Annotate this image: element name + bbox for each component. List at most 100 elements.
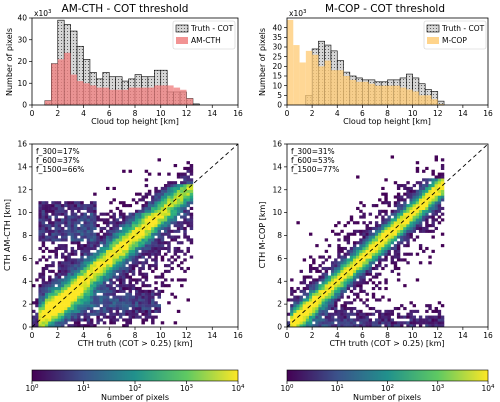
heat-cell: [318, 315, 322, 319]
x-tick-label: 2: [310, 331, 315, 340]
heat-cell: [157, 206, 161, 211]
heat-cell: [290, 292, 294, 296]
heat-cell: [131, 264, 136, 268]
heat-cell: [337, 298, 341, 302]
heat-cell: [434, 155, 438, 159]
heat-cell: [371, 286, 376, 291]
heat-cell: [349, 249, 354, 253]
heat-cell: [293, 298, 297, 302]
heat-cell: [368, 269, 373, 273]
heat-cell: [141, 229, 145, 233]
heat-cell: [99, 306, 104, 311]
heat-cell: [151, 198, 155, 202]
y-tick-label: 20: [272, 62, 282, 71]
heat-cell: [396, 229, 401, 233]
heat-cell: [115, 226, 120, 231]
heat-cell: [157, 221, 161, 225]
heat-cell: [93, 258, 97, 262]
heat-cell: [346, 249, 351, 253]
heat-cell: [406, 195, 410, 199]
heat-cell: [327, 281, 332, 285]
heat-cell: [409, 309, 413, 313]
heat-cell: [330, 284, 335, 288]
heat-cell: [400, 224, 404, 228]
heat-cell: [163, 252, 168, 256]
colorbar-left: 100 101 102 103 104 Number of pixels: [25, 369, 245, 402]
heat-cell: [157, 275, 161, 279]
heat-cell: [157, 289, 161, 293]
heat-cell: [186, 224, 190, 228]
heat-cell: [41, 224, 46, 228]
colorbar-tick-exp: 1: [87, 384, 91, 390]
heat-cell: [425, 184, 429, 188]
legend-swatch-model: [427, 37, 439, 44]
heat-cell: [41, 238, 46, 242]
heat-cell: [327, 275, 332, 279]
heat-cell: [173, 258, 178, 262]
heat-cell: [365, 235, 369, 239]
heat-cell: [154, 286, 158, 291]
heat-cell: [54, 235, 58, 239]
heat-cell: [67, 226, 71, 231]
heat-cell: [109, 272, 113, 276]
heat-cell: [412, 198, 417, 202]
heat-cell: [151, 269, 155, 273]
y-tick-label: 5: [277, 91, 282, 100]
heat-cell: [125, 295, 129, 299]
colorbar-tick-base: 10: [77, 384, 87, 393]
heat-cell: [38, 221, 42, 225]
heat-cell: [60, 306, 65, 311]
heat-cell: [125, 306, 129, 311]
heat-cell: [365, 255, 369, 259]
heat-cell: [38, 312, 42, 316]
y-tick-label: 40: [17, 14, 27, 23]
heat-cell: [312, 258, 316, 262]
heat-cell: [160, 246, 165, 251]
colorbar-tick-label: 100: [25, 384, 39, 393]
heat-cell: [122, 218, 126, 222]
heat-cell: [186, 246, 190, 251]
heat-cell: [151, 224, 155, 228]
heat-cell: [378, 249, 382, 253]
heat-cell: [93, 192, 97, 196]
heat-cell: [93, 232, 97, 236]
heat-cell: [141, 244, 145, 248]
heat-cell: [115, 206, 120, 211]
heat-cell: [57, 289, 62, 293]
heat-cell: [144, 221, 149, 225]
heat-cell: [67, 286, 71, 291]
heat-cell: [160, 186, 165, 190]
heat-cell: [334, 301, 338, 305]
heat-cell: [396, 209, 401, 213]
heat-cell: [415, 201, 420, 205]
heat-cell: [67, 298, 71, 302]
heat-cell: [400, 195, 404, 199]
heat-cell: [51, 201, 55, 205]
heat-cell: [352, 232, 357, 236]
heat-cell: [151, 246, 155, 251]
heat-cell: [349, 218, 354, 222]
heat-cell: [387, 218, 391, 222]
heat-cell: [93, 272, 97, 276]
heat-cell: [144, 278, 149, 282]
heat-cell: [393, 229, 398, 233]
heat-cell: [425, 304, 429, 308]
heat-cell: [147, 255, 152, 259]
heat-cell: [403, 321, 407, 325]
heat-cell: [403, 209, 407, 213]
heat-cell: [147, 189, 152, 193]
heat-cell: [334, 232, 338, 236]
heat-cell: [147, 292, 152, 296]
heat-cell: [330, 295, 335, 299]
heat-cell: [131, 272, 136, 276]
heat-cell: [54, 321, 58, 325]
heat-cell: [118, 278, 123, 282]
heat-cell: [173, 295, 178, 299]
heat-cell: [305, 315, 310, 319]
heat-cell: [122, 232, 126, 236]
heat-cell: [365, 269, 369, 273]
heat-cell: [157, 158, 161, 162]
heat-cell: [183, 198, 187, 202]
y-tick-label: 14: [272, 162, 282, 171]
heat-cell: [312, 284, 316, 288]
